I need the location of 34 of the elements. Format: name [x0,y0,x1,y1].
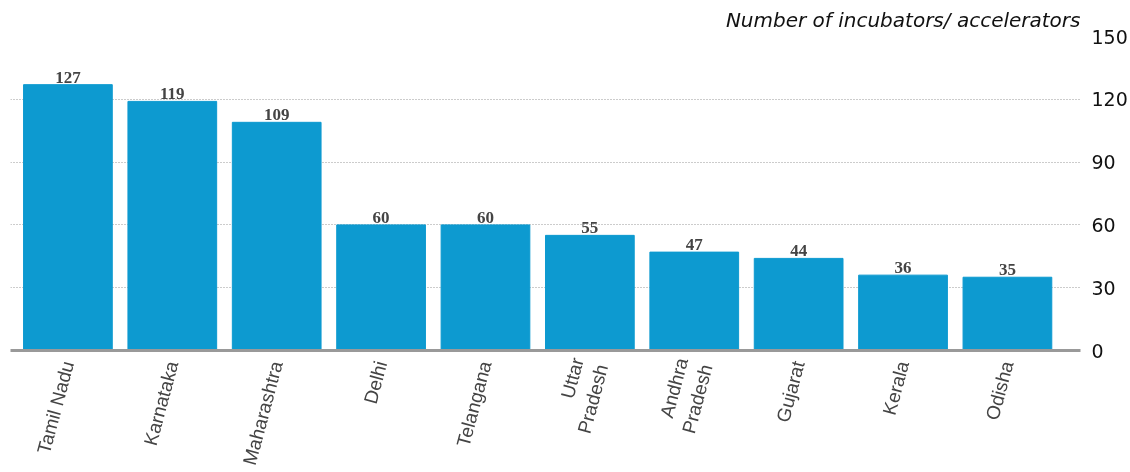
x-tick-label: Tamil Nadu [33,358,79,457]
x-tick-label: Odisha [981,358,1018,423]
y-tick-label: 0 [1091,339,1104,362]
x-tick-label: Gujarat [772,358,809,425]
y-tick-label: 150 [1091,25,1128,48]
y-tick-label: 120 [1091,88,1128,111]
data-label: 44 [790,241,808,261]
data-label: 55 [581,218,599,238]
y-tick-label: 30 [1091,276,1116,299]
bar [962,276,1053,351]
data-label: 119 [160,84,185,104]
data-label: 36 [894,258,912,278]
data-label: 35 [998,260,1016,280]
bar [231,121,322,351]
data-label: 60 [372,207,390,227]
data-label: 47 [685,235,704,255]
y-tick-label: 60 [1091,213,1116,236]
x-tick-label: Kerala [878,358,914,418]
bar [649,251,740,351]
bar [753,257,844,351]
data-label: 60 [476,207,494,227]
bar [127,100,218,351]
bar [440,224,531,351]
bar [545,234,635,351]
x-tick-label: Uttar Pradesh [556,354,613,436]
y-tick-label: 90 [1091,151,1116,174]
bar [858,274,948,351]
data-label: 109 [263,105,290,125]
x-tick-label: Delhi [359,358,392,407]
bar [23,84,113,351]
x-tick-label: Andhra Pradesh [656,355,717,436]
bar [336,224,426,351]
data-label: 127 [55,67,82,87]
y-axis-title: Number of incubators/ accelerators [725,7,1081,32]
